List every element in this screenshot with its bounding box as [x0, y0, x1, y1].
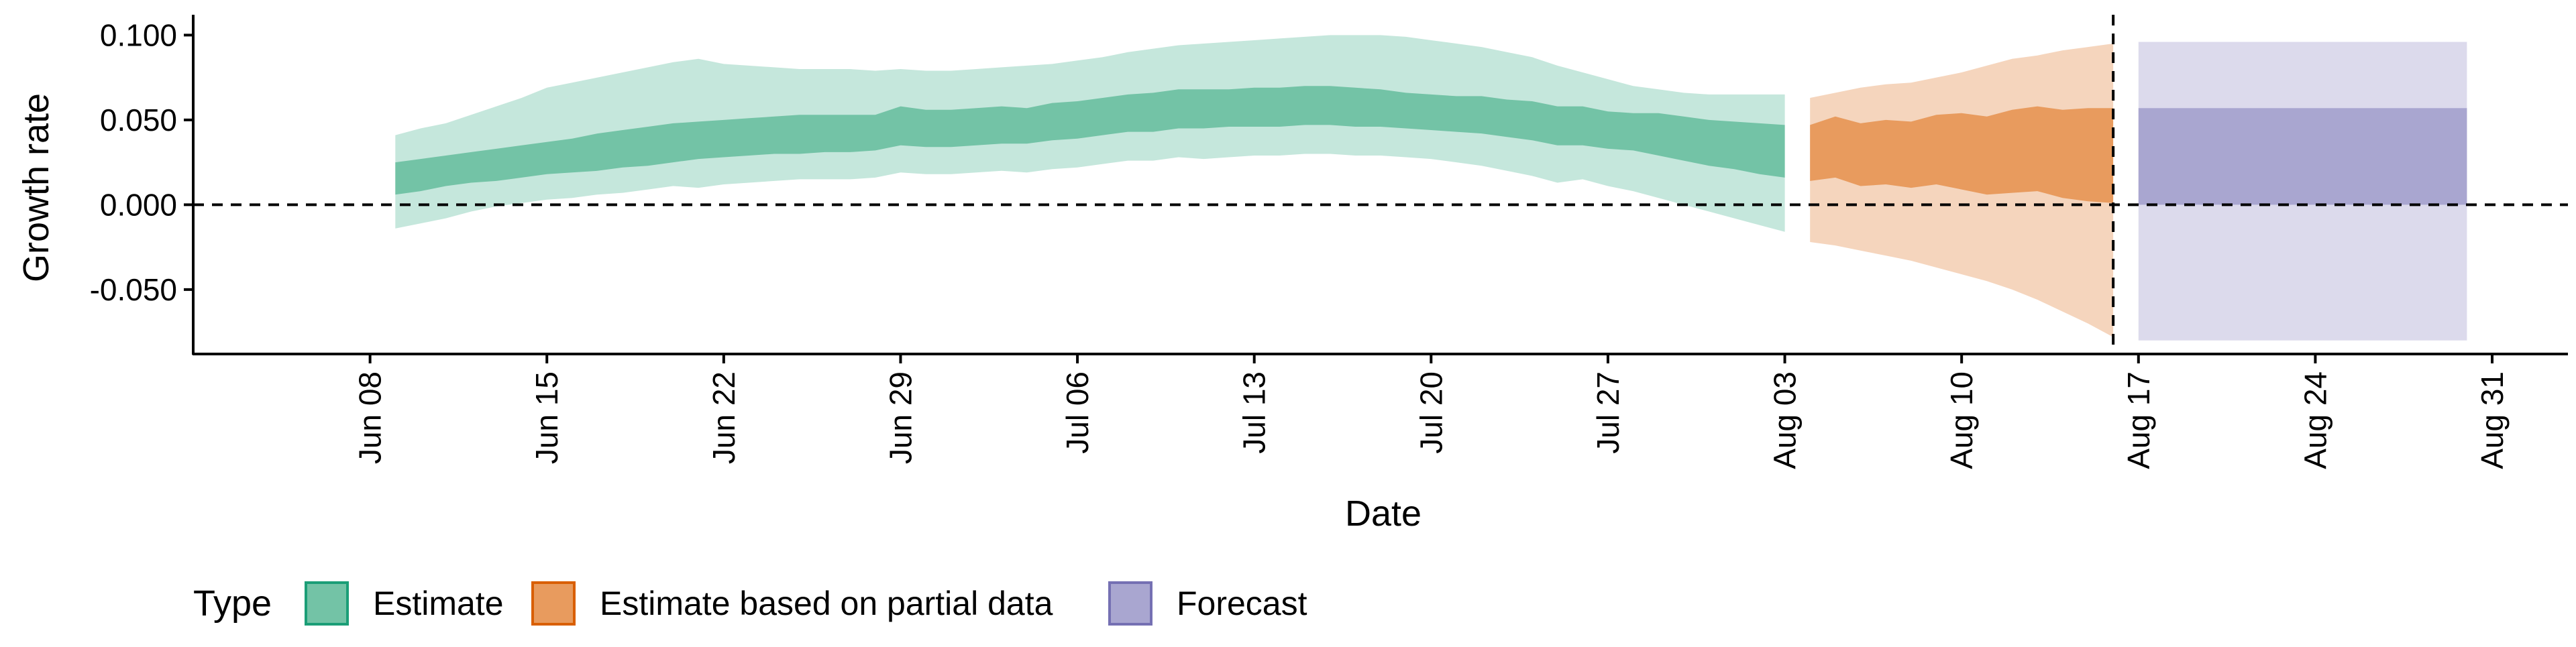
band-50-forecast: [2138, 108, 2467, 205]
legend-swatch: [531, 581, 576, 626]
legend-entry-label: Estimate based on partial data: [600, 585, 1053, 622]
bands-layer: [395, 35, 2467, 341]
x-tick-label: Jul 27: [1591, 371, 1625, 454]
band-50-estimate-based-on-partial-data: [1810, 106, 2114, 203]
y-tick-label: 0.050: [100, 103, 177, 137]
legend-swatch: [305, 581, 349, 626]
x-axis-label: Date: [1345, 493, 1421, 534]
axes-layer: [192, 15, 2568, 355]
legend-title: Type: [193, 583, 272, 624]
x-tick-label: Jun 15: [529, 371, 564, 464]
y-tick-label: 0.000: [100, 187, 177, 222]
legend: Type Estimate Estimate based on partial d…: [193, 581, 1307, 626]
x-tick-label: Jul 13: [1237, 371, 1272, 454]
x-tick-label: Aug 10: [1944, 371, 1979, 469]
x-tick-label: Aug 03: [1768, 371, 1803, 469]
x-tick-label: Aug 31: [2475, 371, 2510, 469]
x-tick-label: Jun 22: [706, 371, 741, 464]
y-tick-label: 0.100: [100, 17, 177, 52]
legend-entry-label: Estimate: [373, 585, 504, 622]
x-tick-label: Aug 17: [2121, 371, 2156, 469]
x-tick-label: Jul 06: [1060, 371, 1095, 454]
reference-lines: [193, 15, 2568, 354]
ticks-layer: -0.050 0.000 0.050 0.100 Jun 08 Jun 15 Jun 22 J…: [90, 17, 2510, 469]
band-50-estimate: [395, 86, 1785, 195]
x-tick-label: Jun 29: [883, 371, 918, 464]
y-axis-label: Growth rate: [16, 93, 56, 282]
legend-swatch: [1108, 581, 1152, 626]
legend-entry-label: Forecast: [1177, 585, 1307, 622]
x-tick-label: Aug 24: [2298, 371, 2332, 469]
y-tick-label: -0.050: [90, 272, 177, 307]
x-tick-label: Jul 20: [1413, 371, 1448, 454]
x-tick-label: Jun 08: [353, 371, 388, 464]
